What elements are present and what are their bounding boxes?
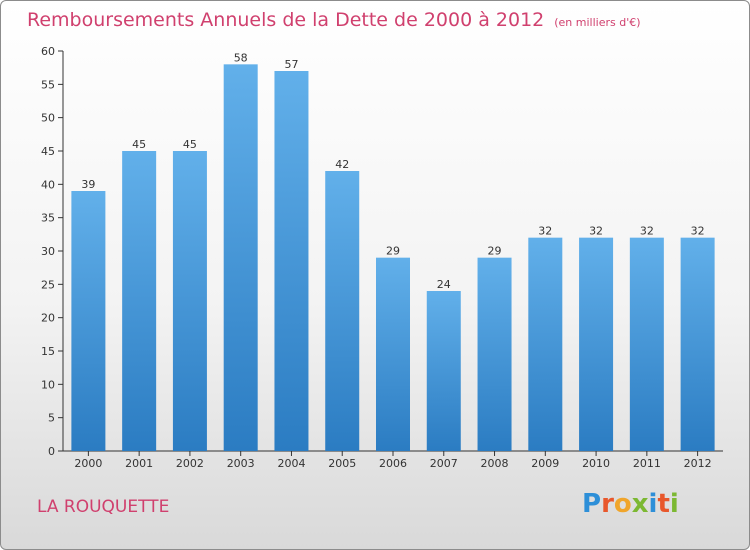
y-tick-label: 55 — [41, 78, 55, 91]
x-tick-label: 2002 — [176, 457, 204, 470]
bar — [172, 151, 207, 451]
data-label: 32 — [640, 225, 654, 238]
x-tick-label: 2007 — [430, 457, 458, 470]
bar — [426, 291, 461, 451]
data-label: 39 — [81, 178, 95, 191]
y-tick-label: 25 — [41, 278, 55, 291]
data-label: 57 — [284, 58, 298, 71]
y-tick-label: 30 — [41, 245, 55, 258]
x-tick-label: 2012 — [684, 457, 712, 470]
logo-letter: o — [613, 489, 632, 519]
bar — [528, 237, 563, 451]
bar — [71, 191, 106, 451]
bar — [376, 257, 410, 451]
y-tick-label: 60 — [41, 45, 55, 58]
data-label: 45 — [183, 138, 197, 151]
y-tick-label: 0 — [48, 445, 55, 458]
y-tick-label: 10 — [41, 378, 55, 391]
x-tick-label: 2000 — [74, 457, 102, 470]
logo-letter: t — [657, 489, 670, 519]
chart-title: Remboursements Annuels de la Dette de 20… — [27, 9, 641, 31]
data-label: 24 — [437, 278, 451, 291]
x-tick-label: 2001 — [125, 457, 153, 470]
logo-letter: i — [648, 489, 658, 519]
data-label: 32 — [589, 225, 603, 238]
logo-letter: i — [669, 489, 679, 519]
y-tick-label: 15 — [41, 345, 55, 358]
place-name: LA ROUQUETTE — [37, 497, 170, 517]
y-tick-label: 35 — [41, 212, 55, 225]
chart-title-text: Remboursements Annuels de la Dette de 20… — [27, 9, 545, 31]
y-tick-label: 40 — [41, 178, 55, 191]
data-label: 32 — [538, 225, 552, 238]
y-tick-label: 20 — [41, 312, 55, 325]
data-label: 29 — [488, 245, 502, 258]
bar — [629, 237, 664, 451]
bar — [680, 237, 715, 451]
logo-letter: P — [582, 489, 602, 519]
x-tick-label: 2010 — [582, 457, 610, 470]
y-tick-label: 50 — [41, 112, 55, 125]
bar — [274, 71, 309, 451]
bar — [122, 151, 157, 451]
data-label: 58 — [234, 51, 248, 64]
data-label: 45 — [132, 138, 146, 151]
x-tick-label: 2003 — [227, 457, 255, 470]
data-label: 42 — [335, 158, 349, 171]
x-tick-label: 2004 — [277, 457, 305, 470]
x-tick-label: 2009 — [531, 457, 559, 470]
bar — [579, 237, 614, 451]
bar — [223, 64, 258, 452]
data-label: 32 — [691, 225, 705, 238]
logo-letter: r — [601, 489, 614, 519]
x-tick-label: 2008 — [481, 457, 509, 470]
bar — [477, 257, 512, 451]
x-tick-label: 2011 — [633, 457, 661, 470]
y-tick-label: 45 — [41, 145, 55, 158]
data-label: 29 — [386, 245, 400, 258]
logo-letter: x — [631, 489, 649, 519]
y-tick-label: 5 — [48, 412, 55, 425]
x-tick-label: 2005 — [328, 457, 356, 470]
bar — [325, 171, 360, 451]
proxiti-logo: Proxiti — [582, 489, 679, 519]
x-tick-label: 2006 — [379, 457, 407, 470]
chart-unit-note: (en milliers d'€) — [554, 16, 641, 29]
